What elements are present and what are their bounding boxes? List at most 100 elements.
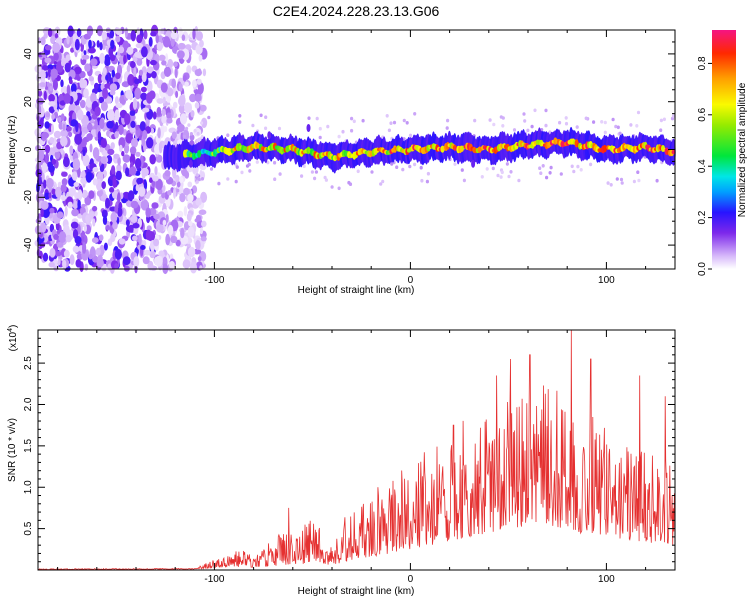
- spectrogram-cell: [83, 50, 87, 56]
- spectrogram-cell: [195, 215, 202, 222]
- spectrogram-cell: [247, 162, 251, 167]
- spectrogram-cell: [446, 118, 450, 123]
- spectrogram-cell: [179, 193, 186, 203]
- spectrogram-cell: [200, 121, 204, 125]
- spectrogram-cell: [662, 117, 667, 122]
- spectrogram-cell: [121, 150, 125, 157]
- spectrogram-cell: [130, 29, 136, 42]
- spectrogram-cell: [96, 190, 103, 197]
- spectrogram-cell: [619, 177, 624, 182]
- spectrogram-cell: [135, 151, 141, 157]
- spectrogram-cell: [130, 200, 139, 209]
- spectrogram-cell: [600, 120, 604, 124]
- spectrogram-cell: [166, 87, 174, 97]
- spectrogram-cell: [48, 94, 55, 103]
- spectrogram-cell: [199, 39, 204, 48]
- spectrogram-cell: [187, 123, 191, 127]
- spectrogram-cell: [130, 60, 136, 69]
- spectrogram-cell: [123, 143, 130, 154]
- spectrogram-cell: [156, 41, 163, 52]
- spectrogram-cell: [116, 164, 122, 172]
- spectrogram-cell: [310, 170, 314, 174]
- spectrogram-cell: [53, 52, 59, 61]
- spectrogram-cell: [102, 67, 107, 76]
- spectrogram-cell: [153, 213, 160, 220]
- spectrogram-cell: [53, 130, 62, 139]
- spectrogram-cell: [655, 178, 659, 183]
- spectrogram-cell: [480, 175, 484, 179]
- spectrogram-cell: [141, 46, 148, 58]
- colorbar-tick-label: 0.0: [697, 262, 708, 276]
- spectrogram-cell: [151, 202, 159, 209]
- spectrogram-cell: [40, 207, 44, 218]
- spectrogram-cell: [91, 237, 99, 244]
- spectrogram-cell: [125, 133, 134, 144]
- spectrogram-cell: [413, 162, 417, 167]
- spectrogram-cell: [58, 231, 67, 243]
- spectrogram-cell: [505, 162, 509, 166]
- spectrogram-cell: [187, 193, 194, 203]
- spectrogram-cell: [445, 126, 449, 130]
- spectrogram-cell: [195, 173, 199, 177]
- snr-scale-close: ): [8, 325, 19, 328]
- spectrogram-cell: [548, 171, 552, 175]
- spectrogram-cell: [53, 233, 59, 240]
- spectrogram-cell: [168, 261, 175, 269]
- spectrogram-cell: [564, 116, 568, 120]
- spectrogram-cell: [60, 79, 64, 88]
- spectrogram-cell: [60, 129, 68, 138]
- spectrogram-cell: [178, 83, 183, 92]
- spectrogram-cell: [134, 78, 140, 85]
- spectrogram-cell: [94, 106, 101, 117]
- spectrogram-cell: [73, 182, 80, 187]
- spectrogram-cell: [185, 126, 189, 131]
- spectrogram-cell: [122, 129, 128, 136]
- spectrogram-cell: [606, 181, 610, 185]
- spectrogram-cell: [118, 46, 125, 54]
- spectrogram-cell: [161, 60, 167, 66]
- spectrogram-cell: [318, 126, 322, 131]
- spectrogram-cell: [197, 256, 202, 262]
- spectrogram-cell: [149, 154, 156, 165]
- spectrogram-cell: [41, 207, 50, 219]
- spectrogram-cell: [171, 78, 176, 89]
- spectrogram-cell: [509, 170, 513, 174]
- spectrogram-x-ticks: -100 0 100: [57, 30, 647, 286]
- spectrogram-cell: [99, 118, 105, 130]
- spectrogram-cell: [199, 104, 207, 112]
- spectrogram-cell: [183, 206, 188, 217]
- spectrogram-cell: [64, 62, 71, 73]
- spectrogram-cell: [138, 186, 146, 197]
- spectrogram-cell: [135, 42, 144, 49]
- spectrogram-cell: [69, 79, 73, 85]
- spectrogram-cell: [176, 181, 181, 188]
- spectrogram-cell: [167, 190, 172, 196]
- spectrogram-cell: [234, 179, 238, 184]
- spectrogram-cell: [326, 124, 330, 129]
- spectrogram-cell: [148, 36, 153, 47]
- spectrogram-cell: [112, 176, 117, 188]
- spectrogram-cell: [83, 88, 89, 99]
- spectrogram-cell: [38, 250, 43, 260]
- spectrogram-cell: [350, 128, 354, 133]
- x-tick-label: 0: [408, 574, 414, 585]
- spectrogram-cell: [71, 171, 78, 181]
- spectrogram-cell: [110, 234, 116, 242]
- spectrogram-cell: [609, 183, 613, 187]
- spectrogram-cell: [330, 185, 334, 189]
- spectrogram-cell: [130, 137, 139, 148]
- spectrogram-cell: [523, 119, 527, 123]
- spectrogram-cell: [129, 126, 136, 133]
- spectrogram-cell: [425, 179, 429, 184]
- spectrogram-cell: [145, 229, 152, 241]
- spectrogram-cell: [68, 187, 76, 197]
- spectrogram-cell: [195, 197, 202, 206]
- spectrogram-cell: [517, 178, 521, 183]
- y-tick-label: 1.0: [23, 480, 34, 494]
- spectrogram-cell: [50, 35, 56, 44]
- spectrogram-cell: [98, 96, 105, 104]
- spectrogram-cell: [72, 158, 81, 171]
- spectrogram-cell: [68, 131, 73, 138]
- spectrogram-cell: [248, 169, 252, 173]
- spectrogram-cell: [163, 66, 172, 78]
